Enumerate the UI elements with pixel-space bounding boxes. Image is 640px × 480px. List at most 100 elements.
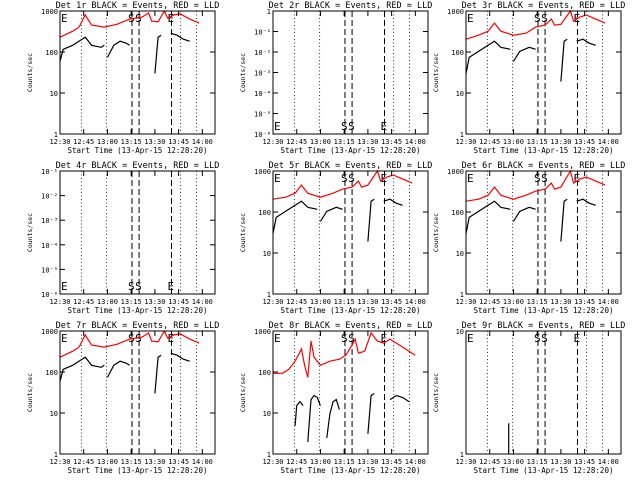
y-tick-label: 10⁻⁴ (41, 242, 58, 250)
marker-label: E (381, 120, 388, 133)
x-tick-label: 12:30 (455, 298, 476, 306)
plot-frame (59, 170, 216, 295)
marker-label: S (348, 332, 355, 345)
x-tick-label: 14:00 (405, 298, 426, 306)
x-tick-label: 12:30 (262, 138, 283, 146)
x-tick-label: 13:15 (527, 298, 548, 306)
x-tick-label: 13:00 (503, 138, 524, 146)
y-tick-label: 10⁻¹ (41, 168, 58, 176)
y-axis-label: Counts/sec (432, 373, 440, 412)
x-tick-label: 13:45 (381, 138, 402, 146)
series-events (383, 198, 403, 206)
y-tick-label: 10 (50, 410, 58, 418)
series-events (465, 200, 511, 234)
marker-label: S (348, 120, 355, 133)
marker-label: S (135, 280, 142, 293)
y-tick-label: 10⁻⁵ (41, 266, 58, 274)
plot-frame (59, 10, 216, 135)
marker-label: E (274, 172, 281, 185)
x-tick-label: 13:30 (550, 298, 571, 306)
y-tick-label: 10⁻⁵ (254, 111, 271, 119)
y-tick-label: 1 (54, 451, 58, 459)
panel-title: Det 7r BLACK = Events, RED = LLD (56, 321, 220, 331)
x-tick-label: 12:45 (286, 298, 307, 306)
marker-label: S (534, 172, 541, 185)
x-axis-label: Start Time (13-Apr-15 12:28:20) (281, 306, 421, 315)
marker-label: E (168, 332, 175, 345)
plot-frame (465, 330, 622, 455)
series-events (59, 356, 105, 382)
x-tick-label: 13:15 (527, 138, 548, 146)
x-tick-label: 13:15 (334, 138, 355, 146)
marker-label: S (128, 280, 135, 293)
series-lld (465, 169, 606, 202)
x-tick-label: 12:30 (262, 458, 283, 466)
x-tick-label: 13:00 (503, 458, 524, 466)
panel-2: Det 2r BLACK = Events, RED = LLD E S S E 1 10⁻… (239, 1, 432, 155)
series-events (560, 198, 568, 242)
x-tick-label: 12:45 (73, 458, 94, 466)
series-lld (273, 331, 416, 378)
plot-frame (272, 330, 429, 455)
marker-label: S (135, 12, 142, 25)
panel-title: Det 8r BLACK = Events, RED = LLD (269, 321, 433, 331)
y-tick-label: 10 (456, 90, 464, 98)
plot-frame (272, 10, 429, 135)
y-tick-label: 10 (50, 90, 58, 98)
x-tick-label: 13:15 (334, 458, 355, 466)
x-tick-label: 13:00 (97, 298, 118, 306)
marker-label: S (534, 332, 541, 345)
series-events (106, 40, 130, 58)
x-tick-label: 12:30 (455, 138, 476, 146)
x-tick-label: 12:45 (286, 138, 307, 146)
y-tick-label: 100 (451, 209, 464, 217)
x-tick-label: 13:45 (574, 298, 595, 306)
y-tick-label: 1000 (254, 328, 271, 336)
x-tick-label: 14:00 (192, 138, 213, 146)
y-tick-label: 100 (258, 369, 271, 377)
plot-frame (465, 170, 622, 295)
marker-label: S (534, 12, 541, 25)
x-tick-label: 14:00 (598, 458, 619, 466)
series-events (272, 200, 318, 234)
x-tick-label: 13:30 (550, 458, 571, 466)
y-tick-label: 10⁻⁶ (254, 131, 271, 139)
x-tick-label: 13:45 (574, 138, 595, 146)
x-tick-label: 13:30 (357, 138, 378, 146)
y-tick-label: 1 (267, 8, 271, 16)
y-tick-label: 1 (54, 131, 58, 139)
x-tick-label: 13:45 (381, 298, 402, 306)
y-tick-label: 100 (451, 49, 464, 57)
panel-title: Det 3r BLACK = Events, RED = LLD (462, 1, 626, 11)
x-tick-label: 12:30 (49, 458, 70, 466)
y-tick-label: 10 (456, 328, 464, 336)
x-tick-label: 13:45 (168, 138, 189, 146)
y-tick-label: 10⁻¹ (254, 29, 271, 37)
x-axis-label: Start Time (13-Apr-15 12:28:20) (474, 306, 614, 315)
y-tick-label: 1000 (41, 8, 58, 16)
y-tick-label: 10⁻² (41, 193, 58, 201)
marker-label: E (381, 332, 388, 345)
series-lld (59, 329, 200, 358)
x-tick-label: 13:45 (168, 458, 189, 466)
y-tick-label: 10 (263, 250, 271, 258)
panel-title: Det 2r BLACK = Events, RED = LLD (269, 1, 433, 11)
y-tick-label: 100 (45, 49, 58, 57)
x-tick-label: 13:00 (97, 138, 118, 146)
x-tick-label: 13:30 (357, 458, 378, 466)
y-axis-label: Counts/sec (239, 373, 247, 412)
series-events (367, 198, 375, 242)
x-tick-label: 12:45 (479, 138, 500, 146)
x-tick-label: 14:00 (405, 458, 426, 466)
x-axis-label: Start Time (13-Apr-15 12:28:20) (68, 466, 208, 475)
x-tick-label: 12:45 (73, 298, 94, 306)
y-tick-label: 1000 (447, 168, 464, 176)
x-tick-label: 12:30 (455, 458, 476, 466)
marker-label: E (467, 12, 474, 25)
x-tick-label: 13:30 (357, 298, 378, 306)
